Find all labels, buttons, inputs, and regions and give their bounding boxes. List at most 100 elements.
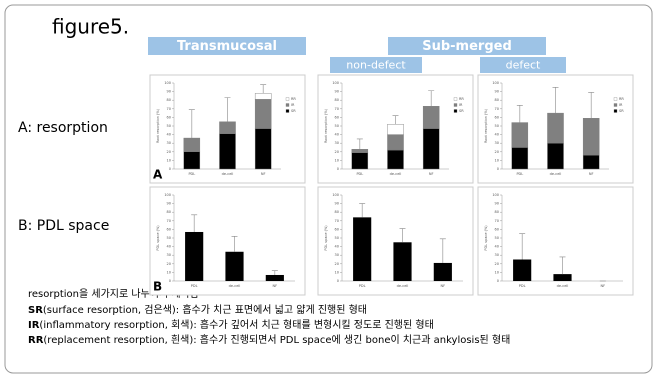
note-text: (inflammatory resorption, 회색): 흡수가 깊어서 치… (39, 318, 433, 331)
y-tick-label: 30 (335, 253, 339, 257)
y-tick-label: 80 (335, 210, 339, 214)
legend-label: RR (291, 97, 296, 101)
y-tick-label: 100 (492, 193, 499, 197)
x-tick-label: NF (441, 284, 446, 288)
x-tick-label: de-cell (557, 284, 569, 288)
bar-segment (582, 118, 600, 156)
y-tick-label: 60 (335, 227, 339, 231)
y-tick-label: 50 (167, 236, 171, 240)
legend-swatch (613, 103, 618, 107)
error-bar (191, 214, 198, 232)
y-tick-label: 90 (495, 202, 499, 206)
legend-label: SR (291, 109, 296, 113)
y-tick-label: 50 (495, 124, 499, 128)
x-tick-label: NF (429, 172, 434, 176)
error-bar (392, 115, 399, 125)
panel-letter: A (153, 168, 163, 182)
legend-label: RR (619, 97, 624, 101)
legend-label: IR (459, 103, 463, 107)
error-bar (224, 97, 231, 122)
x-tick-label: NF (589, 172, 594, 176)
bar-segment (387, 149, 404, 170)
y-tick-label: 10 (495, 270, 499, 274)
y-tick-label: 70 (335, 219, 339, 223)
bar (225, 251, 244, 281)
header-box (480, 57, 566, 73)
y-tick-label: 60 (495, 227, 499, 231)
y-tick-label: 0 (497, 167, 499, 171)
y-axis-label: Root resorption (%) (156, 108, 160, 143)
header-box (330, 57, 422, 73)
y-tick-label: 40 (167, 245, 171, 249)
y-tick-label: 30 (335, 141, 339, 145)
y-tick-label: 10 (167, 270, 171, 274)
note-term: SR (28, 305, 43, 316)
y-tick-label: 20 (335, 150, 339, 154)
y-tick-label: 20 (167, 262, 171, 266)
y-tick-label: 90 (335, 202, 339, 206)
y-tick-label: 30 (495, 141, 499, 145)
legend-swatch (453, 103, 458, 107)
y-tick-label: 100 (164, 81, 171, 85)
legend-swatch (285, 97, 290, 101)
bar (185, 231, 204, 281)
x-tick-label: NF (601, 284, 606, 288)
note-text: (replacement resorption, 흰색): 흡수가 진행되면서 … (43, 333, 510, 346)
y-tick-label: 90 (167, 90, 171, 94)
legend-label: SR (459, 109, 464, 113)
bar-segment (183, 137, 201, 152)
y-tick-label: 80 (495, 210, 499, 214)
y-tick-label: 30 (167, 141, 171, 145)
error-bar (516, 105, 523, 123)
error-bar (559, 256, 566, 275)
y-tick-label: 10 (495, 158, 499, 162)
legend-swatch (613, 109, 618, 113)
header: defect (506, 59, 541, 72)
bar-segment (422, 106, 440, 129)
y-tick-label: 100 (492, 81, 499, 85)
y-tick-label: 10 (167, 158, 171, 162)
note: RR(replacement resorption, 흰색): 흡수가 진행되면… (28, 333, 510, 346)
y-tick-label: 70 (167, 107, 171, 111)
y-tick-label: 40 (335, 245, 339, 249)
y-tick-label: 60 (495, 115, 499, 119)
x-tick-label: NF (261, 172, 266, 176)
x-tick-label: de-cell (390, 172, 402, 176)
error-bar (399, 228, 406, 243)
error-bar (231, 235, 238, 252)
bar (353, 217, 372, 281)
y-tick-label: 70 (335, 107, 339, 111)
y-tick-label: 100 (332, 81, 339, 85)
x-tick-label: PDL (191, 284, 198, 288)
bar-segment (183, 151, 201, 170)
bar-segment (254, 93, 272, 100)
bar-segment (254, 128, 272, 170)
error-bar (271, 270, 278, 275)
error-bar (519, 233, 526, 260)
legend-swatch (285, 109, 290, 113)
bar-segment (351, 152, 369, 170)
y-tick-label: 0 (337, 167, 339, 171)
y-tick-label: 0 (497, 279, 499, 283)
bar (553, 274, 572, 281)
x-tick-label: PDL (356, 172, 363, 176)
y-axis-label: Root resorption (%) (484, 108, 488, 143)
bar-segment (387, 134, 404, 151)
note-term: IR (28, 320, 40, 331)
bar-segment (547, 142, 564, 170)
y-tick-label: 90 (335, 90, 339, 94)
legend-swatch (285, 103, 290, 107)
x-tick-label: PDL (519, 284, 526, 288)
bar-segment (219, 133, 236, 170)
note-text: (surface resorption, 검은색): 흡수가 치근 표면에서 넓… (43, 303, 367, 316)
note-term: RR (28, 335, 44, 346)
y-tick-label: 80 (335, 98, 339, 102)
y-tick-label: 30 (167, 253, 171, 257)
row-label: A: resorption (18, 120, 108, 136)
bar-segment (219, 121, 236, 134)
error-bar (188, 109, 195, 139)
y-tick-label: 50 (335, 236, 339, 240)
x-tick-label: de-cell (397, 284, 409, 288)
y-tick-label: 100 (332, 193, 339, 197)
y-tick-label: 50 (495, 236, 499, 240)
